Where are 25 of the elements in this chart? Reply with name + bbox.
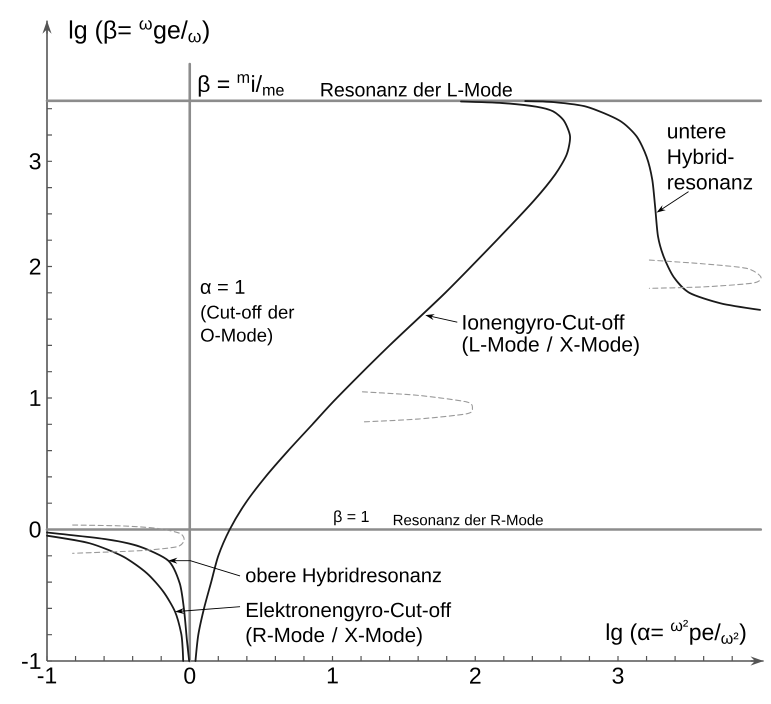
annotation: untere Hybrid-resonanz [668,124,752,190]
series-label: β = 1 [334,510,369,526]
line-series [648,260,762,289]
annotation: Elektronengyro-Cut-off (R-Mode / X-Mode) [246,602,452,646]
annotation: Ionengyro-Cut-off (L-Mode / X-Mode) [462,314,639,356]
y-axis-title: lg (β= $^{ω}$ge/$_{ω}$) [70,20,209,44]
annotation: (Cut-off der O-Mode) [201,305,294,346]
line-series [72,524,185,554]
x-axis-title: lg (α= $^{ω²}$pe/$_{ω²}$) [606,620,746,645]
x-tick-label: 3 [612,668,624,684]
x-tick-label: 1 [328,668,338,684]
y-tick-label: 1 [30,390,40,406]
y-tick-label: -1 [22,653,40,669]
annotation: Resonanz der R-Mode [394,514,543,526]
y-tick-label: 0 [30,521,41,538]
x-tick-label: 2 [470,668,480,684]
series-label: β = $^{m}$i/$_{me}$ [198,74,284,97]
annotation: obere Hybridresonanz [246,568,441,586]
y-tick-label: 2 [30,258,40,275]
series-label: α = 1 [200,280,244,294]
annotation: Resonanz der L-Mode [321,82,512,97]
line-series [524,100,761,311]
line-series [362,391,473,422]
y-tick-label: 3 [30,153,40,170]
x-tick-label: 0 [184,668,196,684]
